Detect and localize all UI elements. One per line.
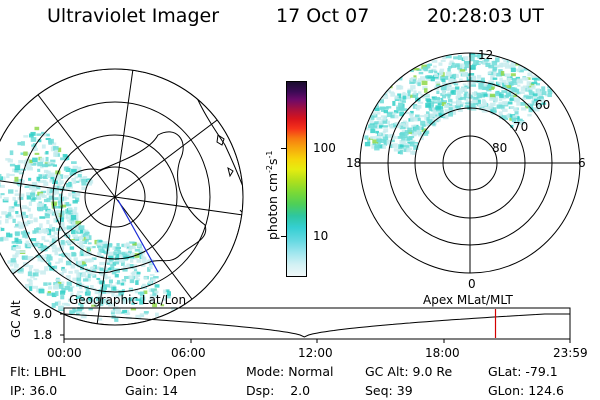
mlt-label-12: 12 xyxy=(478,48,494,62)
island-coastline xyxy=(216,134,234,178)
strip-ylabel: GC Alt xyxy=(9,300,23,338)
mlat-mlt-grid xyxy=(359,52,581,274)
mode-info: Mode: Normal xyxy=(246,364,334,379)
dsp-info: Dsp: 2.0 xyxy=(246,383,311,398)
gcalt-info: GC Alt: 9.0 Re xyxy=(365,364,453,379)
mlt-label-18: 18 xyxy=(346,156,362,170)
mlat-label-70: 70 xyxy=(513,120,529,134)
instrument-title: Ultraviolet Imager xyxy=(47,5,220,27)
door-info: Door: Open xyxy=(125,364,197,379)
intensity-colorbar xyxy=(286,81,307,277)
mlat-label-60: 60 xyxy=(535,98,551,112)
colorbar-tick-100: 100 xyxy=(313,141,336,155)
strip-frame xyxy=(63,307,571,340)
mlt-label-0: 0 xyxy=(468,277,476,291)
right-map-label: Apex MLat/MLT xyxy=(423,293,513,307)
mlat-label-80: 80 xyxy=(492,141,508,155)
glat-info: GLat: -79.1 xyxy=(488,364,558,379)
antarctica-coastline xyxy=(57,131,207,274)
xtick-0600: 06:00 xyxy=(171,346,206,360)
altitude-curve xyxy=(63,313,570,338)
ytick-9: 9.0 xyxy=(33,307,53,321)
xtick-2359: 23:59 xyxy=(553,346,588,360)
orbit-track xyxy=(117,199,159,273)
xtick-1800: 18:00 xyxy=(425,346,460,360)
time-label: 20:28:03 UT xyxy=(427,5,544,27)
strip-ticks xyxy=(60,313,571,343)
map-border-left xyxy=(0,68,244,326)
ytick-1-8: 1.8 xyxy=(33,328,53,342)
xtick-1200: 12:00 xyxy=(298,346,333,360)
left-map-label: Geographic Lat/Lon xyxy=(69,293,187,307)
gain-info: Gain: 14 xyxy=(125,383,178,398)
filter-info: Flt: LBHL xyxy=(10,364,66,379)
xtick-0000: 00:00 xyxy=(47,346,82,360)
mlt-label-6: 6 xyxy=(578,156,586,170)
aurora-emission-right xyxy=(363,53,555,155)
glon-info: GLon: 124.6 xyxy=(488,383,564,398)
colorbar-tick-10: 10 xyxy=(313,229,329,243)
seq-info: Seq: 39 xyxy=(365,383,413,398)
date-label: 17 Oct 07 xyxy=(276,5,370,27)
ip-info: IP: 36.0 xyxy=(10,383,58,398)
